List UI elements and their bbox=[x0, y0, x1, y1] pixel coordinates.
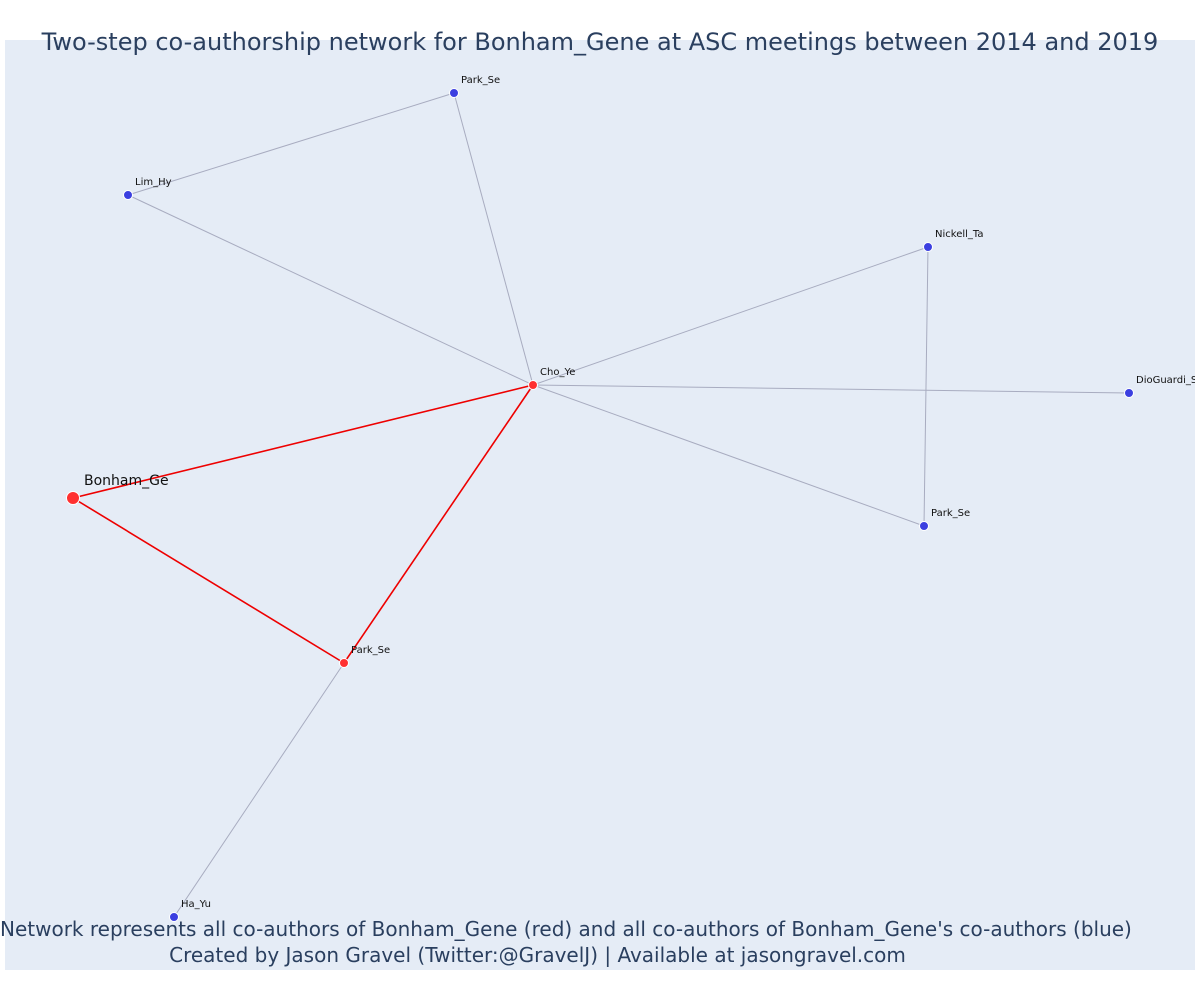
caption-line-2: Created by Jason Gravel (Twitter:@Gravel… bbox=[169, 943, 906, 967]
node-label-nickell: Nickell_Ta bbox=[935, 229, 983, 240]
node-park_red[interactable] bbox=[339, 658, 349, 668]
node-label-dioguardi: DioGuardi_St bbox=[1136, 375, 1200, 386]
edge-cho-dioguardi bbox=[532, 384, 1130, 394]
edge-cho-park_right bbox=[532, 384, 925, 527]
edges-layer bbox=[72, 92, 1130, 918]
edge-bonham-cho bbox=[72, 384, 534, 499]
edge-cho-lim bbox=[127, 194, 534, 386]
node-cho[interactable] bbox=[528, 380, 538, 390]
node-nickell[interactable] bbox=[923, 242, 933, 252]
node-dioguardi[interactable] bbox=[1124, 388, 1134, 398]
edge-bonham-park_red bbox=[72, 497, 345, 664]
chart-title: Two-step co-authorship network for Bonha… bbox=[41, 28, 1159, 56]
edge-cho-park_red bbox=[343, 384, 534, 664]
edge-lim-park_top bbox=[127, 92, 455, 196]
node-bonham[interactable] bbox=[66, 491, 80, 505]
edge-cho-park_top bbox=[453, 92, 534, 386]
edge-park_red-ha bbox=[173, 662, 345, 918]
node-park_right[interactable] bbox=[919, 521, 929, 531]
node-label-cho: Cho_Ye bbox=[540, 367, 575, 378]
node-label-ha: Ha_Yu bbox=[181, 899, 211, 910]
node-ha[interactable] bbox=[169, 912, 179, 922]
caption-line-1: Network represents all co-authors of Bon… bbox=[0, 917, 1132, 941]
edge-nickell-park_right bbox=[923, 246, 929, 527]
node-park_top[interactable] bbox=[449, 88, 459, 98]
node-label-park_right: Park_Se bbox=[931, 508, 970, 519]
edge-cho-nickell bbox=[532, 246, 929, 386]
node-label-lim: Lim_Hy bbox=[135, 177, 172, 188]
node-label-park_top: Park_Se bbox=[461, 75, 500, 86]
plot-area bbox=[5, 40, 1195, 970]
node-label-park_red: Park_Se bbox=[351, 645, 390, 656]
nodes-layer: Bonham_Ge Cho_Ye Park_Se Park_Se Lim_Hy Nicke… bbox=[66, 75, 1200, 922]
node-label-bonham: Bonham_Ge bbox=[84, 473, 169, 489]
node-lim[interactable] bbox=[123, 190, 133, 200]
